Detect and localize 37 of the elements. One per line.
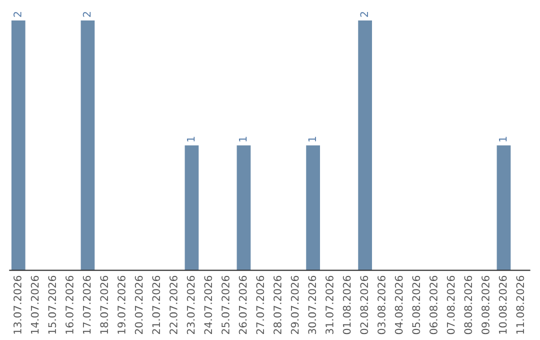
data-label: 1 <box>308 136 316 142</box>
x-tick-label: 14.07.2026 <box>30 276 39 334</box>
x-tick-label: 04.08.2026 <box>394 276 403 334</box>
data-label: 1 <box>499 136 507 142</box>
data-label: 2 <box>360 12 368 17</box>
x-tick-label: 29.07.2026 <box>290 276 299 334</box>
x-tick-label: 05.08.2026 <box>412 276 420 334</box>
x-tick-label: 18.07.2026 <box>100 276 108 334</box>
data-label: 1 <box>239 136 247 142</box>
x-tick-label: 28.07.2026 <box>274 276 282 334</box>
x-tick-label: 22.07.2026 <box>170 276 178 334</box>
x-tick-label: 20.07.2026 <box>134 276 143 334</box>
x-tick-label: 19.07.2026 <box>118 276 126 334</box>
x-tick-label: 24.07.2026 <box>204 276 212 334</box>
x-tick-label: 23.07.2026 <box>186 276 195 334</box>
data-label: 2 <box>14 12 22 17</box>
x-tick-label: 17.07.2026 <box>82 276 91 334</box>
x-tick-label: 31.07.2026 <box>326 276 334 334</box>
x-tick-label: 16.07.2026 <box>66 276 74 334</box>
x-tick-label: 27.07.2026 <box>256 276 264 334</box>
x-tick-label: 25.07.2026 <box>222 276 230 334</box>
x-tick-label: 26.07.2026 <box>238 276 247 334</box>
x-tick-label: 10.08.2026 <box>498 276 507 334</box>
data-label: 1 <box>187 136 195 142</box>
x-tick-label: 09.08.2026 <box>482 276 490 334</box>
x-tick-label: 08.08.2026 <box>464 276 472 334</box>
x-tick-label: 11.08.2026 <box>516 276 524 334</box>
x-tick-label: 13.07.2026 <box>14 276 22 334</box>
x-tick-label: 01.08.2026 <box>342 276 351 334</box>
x-tick-label: 06.08.2026 <box>430 276 438 334</box>
x-tick-label: 30.07.2026 <box>308 276 316 334</box>
x-tick-label: 02.08.2026 <box>360 276 368 334</box>
x-tick-label: 07.08.2026 <box>446 276 455 334</box>
data-label: 2 <box>82 12 91 17</box>
x-tick-label: 03.08.2026 <box>378 276 386 334</box>
x-tick-label: 21.07.2026 <box>152 276 160 334</box>
x-tick-label: 15.07.2026 <box>48 276 56 334</box>
